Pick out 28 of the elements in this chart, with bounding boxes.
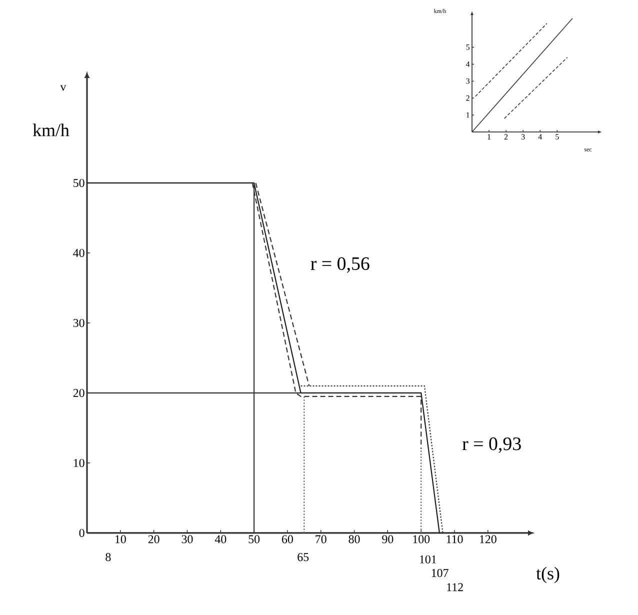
x-tick-label: 30 xyxy=(182,535,193,544)
y-tick-label: 0 xyxy=(79,528,84,538)
x-tick-label: 60 xyxy=(282,535,293,544)
x-tick-label: 80 xyxy=(348,535,360,544)
text: 8 xyxy=(106,553,111,562)
x-tick-label: 110 xyxy=(446,535,463,544)
text: 65 xyxy=(298,553,309,562)
y-axis-title: km/h xyxy=(32,124,70,136)
annotation: r = 0,93 xyxy=(462,437,521,453)
y-tick-label: 30 xyxy=(73,318,84,328)
y-tick-label: 40 xyxy=(73,248,84,258)
x-tick-label: 10 xyxy=(115,535,126,544)
annotation: r = 0,56 xyxy=(310,257,370,273)
text: 112 xyxy=(447,583,463,592)
x-tick-label: 100 xyxy=(413,535,430,544)
x-tick-label: 70 xyxy=(316,535,326,544)
y-tick-label: 10 xyxy=(74,458,84,468)
x-tick-label: 90 xyxy=(382,535,394,544)
x-tick-label: 120 xyxy=(480,535,496,544)
x-tick-label: 50 xyxy=(248,535,260,544)
x-tick-label: 40 xyxy=(214,535,226,544)
y-tick-label: 50 xyxy=(74,178,84,188)
text: 107 xyxy=(432,568,448,578)
x-tick-label: 20 xyxy=(148,535,160,544)
text: 101 xyxy=(420,555,436,564)
x-axis-title: t(s) xyxy=(536,566,560,584)
y-tick-label: 20 xyxy=(73,388,84,398)
text: v xyxy=(60,85,66,91)
